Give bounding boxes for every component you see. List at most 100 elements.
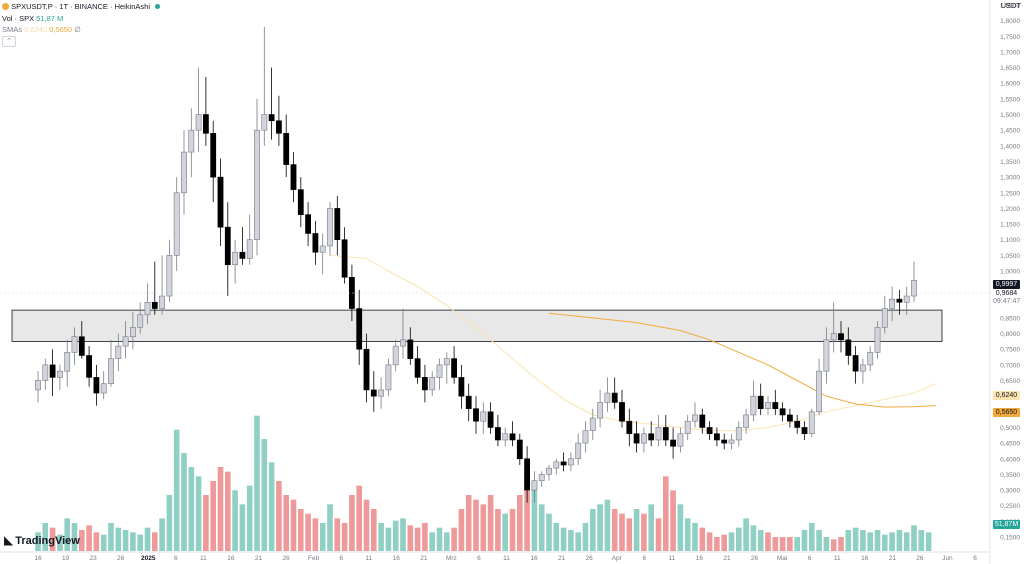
time-tick-label: Apr [612,555,623,562]
volume-bar [852,527,859,551]
price-tick-label: 1,6500 [1000,65,1020,72]
countdown-value: 09:47:47 [993,298,1021,305]
volume-bar [925,532,932,551]
volume-bar [217,467,224,551]
volume-bar [677,504,684,551]
currency-selector[interactable]: USDT [1001,1,1021,10]
volume-bar [349,495,355,551]
candle-body [502,433,509,441]
candle [604,377,611,412]
time-tick-label: 16 [227,555,235,562]
candle-body [480,411,487,422]
candle [626,408,633,447]
candle [487,402,494,434]
candle [867,346,874,372]
time-tick-label: 6 [174,555,178,562]
candle-body [64,352,71,372]
price-tick-label: 1,1000 [1000,237,1020,244]
volume-bar [327,504,333,551]
symbol-legend[interactable]: SPXUSDT.P · 1T · BINANCE · HeikinAshi [2,2,161,12]
volume-bar [86,525,92,551]
candle [414,346,421,384]
candle [305,202,311,246]
time-tick-label: 21 [420,555,428,562]
candle-body [305,214,311,234]
candle-body [750,395,757,416]
candle-body [575,442,582,460]
volume-bar [49,527,56,551]
volume-bar [137,534,143,551]
candle [195,67,202,153]
candle-body [363,348,370,391]
volume-bar [203,495,209,551]
tradingview-brand[interactable]: ◣ TradingView [4,533,80,547]
candle-body [429,377,436,391]
candle-body [721,439,728,444]
candle-body [487,411,494,428]
candle [677,427,684,453]
volume-bar [911,525,917,551]
candle-body [341,239,348,278]
candle-body [443,358,450,366]
sma-legend[interactable]: SMAs 0,6240 0,5650 ∅ [2,25,81,35]
candle-body [772,402,779,409]
candle [757,383,764,415]
time-tick-label: 11 [365,555,372,562]
volume-legend[interactable]: Vol · SPX 51,87 M [2,14,63,24]
candle-body [378,389,384,397]
candle [808,408,815,437]
candle-body [538,474,545,481]
candle [275,95,282,146]
candle-body [509,433,516,441]
volume-bar [173,429,180,551]
candle [538,471,545,487]
volume-bar [582,523,589,551]
time-tick-label: 23 [90,555,98,562]
candle [772,389,779,415]
candle [210,120,217,203]
candle [78,321,85,359]
price-tick-label: 1,3000 [1000,175,1020,182]
candle-body [567,458,574,466]
volume-bar [867,532,873,551]
candle [217,158,224,246]
candle-body [400,339,406,347]
candle-body [224,226,231,266]
candle-body [49,364,56,378]
volume-bar [305,513,311,551]
candle-body [655,427,662,441]
candle-body [640,433,647,444]
collapse-legend-button[interactable]: ⌃ [2,36,16,47]
market-open-dot-icon [155,4,161,9]
candle [706,421,713,440]
volume-bar [531,481,538,551]
time-tick-label: 6 [973,555,977,562]
price-tick-label: 0,7000 [1000,362,1020,369]
time-tick-label: 6 [477,555,481,562]
candle [896,289,903,315]
candle-body [356,308,363,350]
candle-body [626,420,633,435]
volume-bar [341,523,348,551]
candle [713,427,720,447]
candle-body [874,327,881,353]
time-tick-label: 6 [642,555,646,562]
candle-body [188,129,195,153]
resistance-zone[interactable] [11,309,943,342]
time-tick-label: 19 [62,555,70,562]
candle-body [589,417,596,431]
candle-body [130,327,136,338]
volume-bar [728,532,735,551]
candle-body [327,208,333,247]
candle [224,202,231,297]
volume-bar [641,513,647,551]
price-tick-label: 0,8500 [1000,315,1020,322]
candle-body [524,458,530,491]
candle-body [458,377,465,397]
brand-name: TradingView [15,535,80,547]
candle [743,408,749,434]
candle [575,433,582,466]
price-tick-label: 0,7500 [1000,347,1020,354]
candle-body [86,355,92,378]
